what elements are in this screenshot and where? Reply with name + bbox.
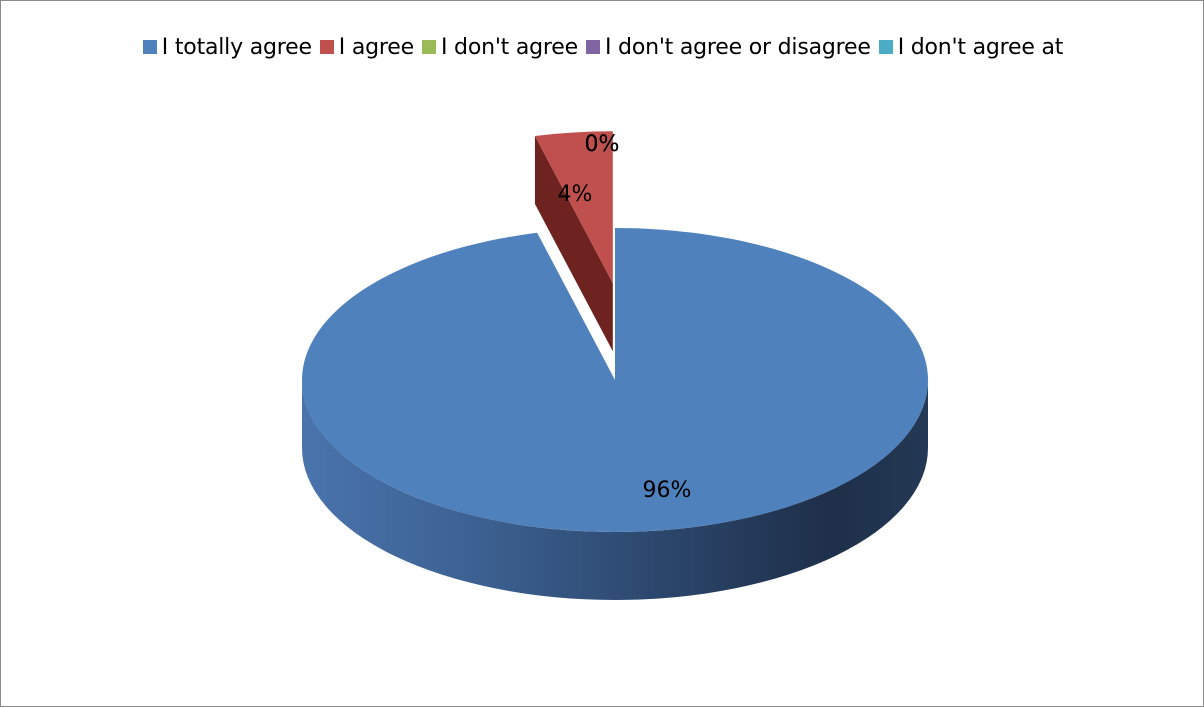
pie-slice: [534, 131, 613, 352]
legend-item: I agree: [319, 34, 414, 60]
pie-slice-top: [301, 228, 928, 533]
legend-item: I don't agree at: [878, 34, 1064, 60]
pie-slice: [301, 228, 928, 600]
pie-slice-wall: [534, 136, 613, 352]
pie-slice-side: [302, 380, 928, 600]
legend-label: I totally agree: [161, 34, 312, 60]
legend-label: I don't agree: [440, 34, 578, 60]
legend-swatch: [142, 40, 157, 54]
legend-swatch: [878, 40, 893, 54]
data-label: 0%: [585, 132, 620, 157]
legend-label: I agree: [338, 34, 414, 60]
legend-swatch: [319, 40, 334, 54]
data-label: 96%: [643, 478, 692, 503]
legend-item: I don't agree: [421, 34, 578, 60]
legend-label: I don't agree at: [897, 34, 1064, 60]
legend-label: I don't agree or disagree: [604, 34, 871, 60]
data-label: 0%: [585, 132, 620, 157]
legend-swatch: [421, 40, 436, 54]
legend-swatch: [585, 40, 600, 54]
data-label: 4%: [558, 182, 593, 207]
legend: I totally agree I agree I don't agree I don…: [1, 30, 1204, 64]
data-label: 0%: [585, 132, 620, 157]
legend-item: I totally agree: [142, 34, 312, 60]
pie-slice-top: [534, 131, 613, 284]
legend-item: I don't agree or disagree: [585, 34, 871, 60]
